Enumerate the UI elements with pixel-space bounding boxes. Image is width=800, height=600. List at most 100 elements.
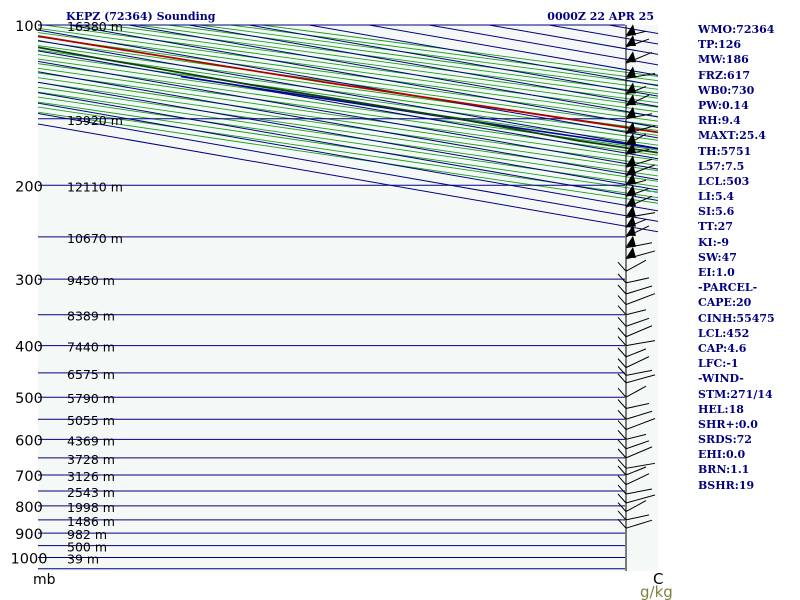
pressure-tick-label: 100 [15, 19, 43, 35]
height-label: 16380 m [67, 19, 123, 34]
wind-barb [617, 385, 647, 398]
wind-barb [617, 465, 647, 476]
wind-barb [617, 373, 656, 384]
wind-barb [617, 284, 653, 295]
isotherm-line [128, 25, 658, 118]
pressure-tick-label: 400 [15, 340, 43, 356]
x-axis-unit: C [653, 570, 663, 588]
index-item: TP:126 [698, 38, 742, 52]
height-label: 3126 m [67, 469, 115, 484]
index-item: CAP:4.6 [698, 341, 747, 355]
height-label: 9450 m [67, 273, 115, 288]
y-axis-unit: mb [33, 572, 56, 588]
index-item: LCL:452 [698, 326, 750, 340]
index-item: TH:5751 [698, 144, 752, 158]
height-label: 5790 m [67, 391, 115, 406]
height-label: 13920 m [67, 113, 123, 128]
pressure-tick-label: 900 [15, 527, 43, 543]
wind-barb [617, 518, 653, 529]
isotherm-line [38, 102, 658, 212]
wind-barb [617, 305, 647, 316]
wind-barb [625, 82, 647, 95]
index-item: SW:47 [698, 250, 737, 264]
isobars [38, 24, 625, 570]
wind-barb [625, 224, 650, 238]
wind-barb [617, 409, 653, 420]
height-label: 10670 m [67, 231, 123, 246]
height-label: 3728 m [67, 452, 115, 467]
wind-barb [617, 473, 650, 486]
height-label: 1486 m [67, 514, 115, 529]
wind-barb [625, 155, 653, 168]
index-item: SI:5.6 [698, 205, 735, 219]
isotherms [38, 25, 658, 233]
dewpoint-trace [38, 46, 658, 154]
isotherm-line [38, 29, 658, 139]
height-labels: 16380 m 13920 m 12110 m 10670 m 9450 m 8389 m… [67, 19, 123, 567]
wind-barb [617, 418, 656, 430]
wind-barb [617, 510, 650, 521]
index-item: CAPE:20 [698, 296, 752, 310]
wind-barb [617, 446, 653, 459]
index-item: WB0:730 [698, 83, 755, 97]
wind-barb [625, 235, 653, 249]
pressure-tick-labels: 100 200 300 400 500 600 700 800 900 1000 [11, 19, 48, 568]
isotherm-line [38, 113, 658, 222]
wind-barb [625, 195, 653, 208]
wind-barb [617, 430, 647, 440]
isotherm-line [38, 92, 658, 201]
isotherm-line [68, 25, 658, 128]
wind-barb [617, 493, 656, 504]
height-label: 12110 m [67, 179, 123, 194]
wind-barb [625, 121, 656, 135]
wind-barb [617, 366, 653, 376]
isotherm-line [38, 60, 658, 170]
station-title: KEPZ (72364) Sounding [66, 10, 216, 23]
wind-barb [617, 399, 650, 409]
height-label: 982 m [67, 527, 107, 542]
index-item: LCL:503 [698, 174, 750, 188]
wind-barb [625, 173, 647, 186]
index-item: EHI:0.0 [698, 448, 746, 462]
wind-barb [617, 316, 650, 327]
index-item: WMO:72364 [698, 23, 775, 36]
pressure-tick-label: 700 [15, 469, 43, 485]
wind-barb [625, 246, 656, 260]
pressure-tick-label: 300 [15, 273, 43, 289]
wind-barb [625, 94, 650, 107]
wind-barb [617, 293, 656, 306]
wind-barb [617, 259, 647, 272]
index-item: HEL:18 [698, 402, 744, 416]
wind-barb [625, 184, 650, 198]
index-item: FRZ:617 [698, 68, 751, 82]
index-item: MAXT:25.4 [698, 129, 766, 143]
pressure-tick-label: 500 [15, 391, 43, 407]
index-item: -PARCEL- [698, 281, 758, 295]
wind-barb [625, 35, 650, 48]
wind-barb [625, 133, 647, 146]
isotherm-line [38, 71, 658, 181]
pressure-tick-label: 1000 [11, 552, 48, 568]
isotherm-line [38, 50, 658, 160]
wind-barbs [617, 24, 656, 529]
wind-barb [625, 106, 653, 120]
height-label: 6575 m [67, 367, 115, 382]
profiles [38, 35, 658, 154]
index-item: CINH:55475 [698, 311, 775, 325]
wind-barb [617, 356, 650, 369]
mixing-ratio-unit: g/kg [640, 583, 673, 600]
isotherm-line [38, 81, 658, 191]
wind-barb [625, 51, 653, 64]
temperature-trace [38, 35, 658, 134]
wind-barb [625, 163, 656, 177]
height-label: 5055 m [67, 413, 115, 428]
index-item: SHR+:0.0 [698, 417, 758, 431]
index-item: LFC:-1 [698, 357, 739, 371]
index-item: BRN:1.1 [698, 463, 750, 477]
index-item: PW:0.14 [698, 98, 749, 112]
wind-barb [617, 484, 653, 495]
index-item: SRDS:72 [698, 433, 752, 447]
height-label: 4369 m [67, 433, 115, 448]
index-item: BSHR:19 [698, 478, 755, 492]
